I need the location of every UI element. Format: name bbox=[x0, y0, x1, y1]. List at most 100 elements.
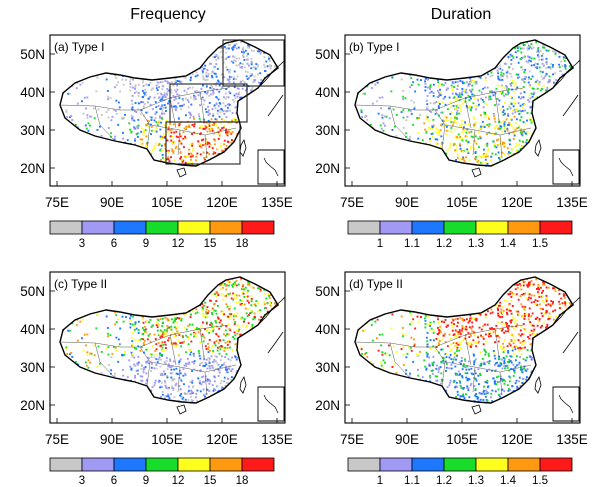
station-dot bbox=[482, 337, 485, 340]
station-dot bbox=[254, 316, 256, 318]
china-outline bbox=[354, 276, 574, 404]
station-dot bbox=[530, 92, 533, 95]
station-dot bbox=[111, 115, 114, 118]
station-dot bbox=[130, 368, 133, 371]
station-dot bbox=[268, 57, 270, 60]
station-dot bbox=[434, 349, 437, 352]
station-dot bbox=[132, 86, 134, 89]
station-dot bbox=[159, 81, 162, 84]
station-dot bbox=[149, 353, 152, 355]
station-dot bbox=[263, 300, 266, 303]
lat-axis-d: 50N 40N 30N 20N bbox=[315, 284, 350, 413]
station-dot bbox=[463, 126, 465, 129]
station-dot bbox=[528, 70, 531, 73]
station-dot bbox=[168, 160, 171, 162]
station-dot bbox=[472, 353, 475, 356]
station-dot bbox=[155, 324, 158, 327]
station-dot bbox=[206, 78, 209, 81]
station-dot bbox=[437, 368, 440, 371]
station-dot bbox=[188, 385, 190, 388]
station-dot bbox=[129, 323, 132, 325]
station-dot bbox=[449, 379, 452, 382]
station-dot bbox=[119, 327, 122, 330]
station-dot bbox=[154, 354, 157, 356]
station-dot bbox=[372, 126, 374, 129]
station-dot bbox=[482, 363, 485, 365]
station-dot bbox=[173, 368, 176, 371]
station-dot bbox=[370, 324, 373, 327]
station-dot bbox=[468, 326, 471, 329]
station-dot bbox=[473, 123, 476, 126]
station-dot bbox=[172, 84, 175, 87]
station-dot bbox=[494, 92, 497, 95]
station-dot bbox=[517, 347, 520, 350]
station-dot bbox=[410, 99, 413, 102]
station-dot bbox=[457, 106, 460, 109]
station-dot bbox=[209, 299, 211, 302]
station-dot bbox=[225, 57, 228, 59]
station-dot bbox=[461, 82, 464, 84]
station-dot bbox=[162, 84, 164, 87]
station-dot bbox=[193, 96, 196, 99]
station-dot bbox=[156, 318, 159, 321]
station-dot bbox=[509, 376, 511, 379]
colorbar-level-label: 1 bbox=[377, 475, 383, 487]
station-dot bbox=[144, 91, 147, 94]
station-dot bbox=[463, 363, 465, 366]
station-dot bbox=[427, 78, 429, 81]
station-dot bbox=[454, 344, 457, 347]
station-dot bbox=[514, 382, 517, 385]
station-dot bbox=[75, 87, 78, 90]
station-dot bbox=[201, 333, 204, 336]
station-dot bbox=[544, 75, 547, 78]
station-dot bbox=[245, 312, 248, 315]
station-dot bbox=[391, 313, 394, 316]
station-dot bbox=[487, 310, 489, 313]
station-dot bbox=[213, 380, 216, 383]
station-dot bbox=[496, 361, 498, 364]
station-dot bbox=[542, 52, 544, 55]
station-dot bbox=[160, 330, 163, 333]
station-dot bbox=[237, 324, 240, 327]
station-dot bbox=[451, 124, 454, 127]
station-dot bbox=[178, 354, 180, 357]
station-dot bbox=[220, 310, 223, 313]
station-dot bbox=[518, 361, 521, 364]
station-dot bbox=[506, 313, 509, 316]
station-dot bbox=[462, 387, 465, 390]
station-dot bbox=[244, 326, 247, 329]
station-dot bbox=[444, 82, 447, 84]
station-dot bbox=[448, 356, 451, 359]
station-dot bbox=[520, 294, 523, 296]
station-dot bbox=[237, 87, 240, 90]
station-dot bbox=[160, 144, 163, 147]
station-dot bbox=[469, 342, 472, 345]
station-dot bbox=[493, 328, 495, 330]
station-dot bbox=[183, 383, 185, 386]
station-dot bbox=[519, 329, 522, 332]
station-dot bbox=[509, 293, 511, 295]
station-dot bbox=[549, 66, 551, 69]
station-dot bbox=[205, 140, 207, 143]
station-dot bbox=[516, 49, 519, 52]
station-dot bbox=[546, 323, 549, 326]
station-dot bbox=[530, 358, 533, 361]
taiwan-island bbox=[239, 375, 247, 394]
station-dot bbox=[244, 70, 247, 73]
station-dot bbox=[524, 305, 527, 308]
station-dot bbox=[161, 374, 164, 377]
station-dot bbox=[139, 375, 142, 378]
station-dot bbox=[209, 62, 211, 65]
station-dot bbox=[134, 374, 136, 377]
station-dot bbox=[183, 127, 186, 130]
station-dot bbox=[459, 333, 462, 335]
station-dot bbox=[89, 352, 92, 355]
station-dot bbox=[107, 109, 110, 112]
station-dot bbox=[410, 336, 413, 339]
station-dot bbox=[419, 113, 421, 116]
station-dot bbox=[454, 372, 457, 375]
station-dot bbox=[456, 390, 459, 393]
station-dot bbox=[511, 112, 514, 115]
station-dot bbox=[554, 72, 557, 75]
station-dot bbox=[484, 381, 487, 383]
